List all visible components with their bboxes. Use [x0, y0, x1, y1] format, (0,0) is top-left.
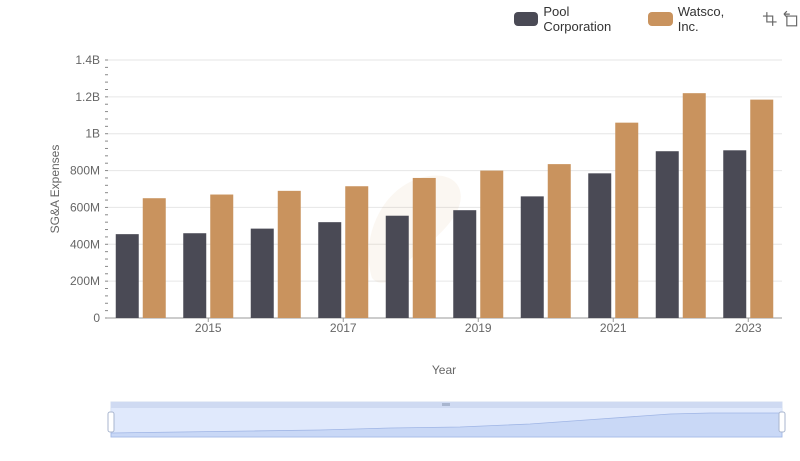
data-zoom-slider[interactable] — [107, 401, 786, 438]
bar-watsco-inc-2022 — [682, 93, 706, 319]
bar-pool-corporation-2018 — [385, 215, 409, 318]
data-zoom-grip[interactable] — [442, 403, 450, 406]
bar-pool-corporation-2016 — [250, 228, 274, 318]
bar-pool-corporation-2019 — [453, 210, 477, 318]
y-tick-label: 1.2B — [75, 90, 100, 104]
legend-item-pool-corporation[interactable]: Pool Corporation — [514, 4, 638, 34]
legend-swatch — [514, 12, 539, 26]
y-tick-label: 0 — [93, 311, 100, 325]
x-tick-label: 2021 — [600, 321, 627, 335]
x-tick-label: 2019 — [465, 321, 492, 335]
bar-watsco-inc-2018 — [412, 177, 436, 318]
legend-label: Watsco, Inc. — [677, 4, 725, 34]
bar-pool-corporation-2017 — [318, 222, 342, 318]
y-tick-label: 1B — [85, 127, 100, 141]
legend: Pool Corporation Watsco, Inc. — [514, 4, 800, 34]
bar-watsco-inc-2016 — [277, 190, 301, 318]
bar-pool-corporation-2020 — [520, 196, 544, 318]
bar-watsco-inc-2023 — [750, 99, 774, 318]
bar-pool-corporation-2021 — [588, 173, 612, 318]
bar-watsco-inc-2015 — [210, 194, 234, 318]
bars — [115, 93, 774, 319]
bar-pool-corporation-2023 — [723, 150, 747, 318]
y-axis-title: SG&A Expenses — [48, 145, 62, 234]
zoom-icon[interactable] — [761, 10, 779, 28]
y-axis: 0 200M 400M 600M 800M 1B 1.2B 1.4B — [70, 53, 108, 325]
y-tick-label: 800M — [70, 164, 100, 178]
x-tick-label: 2017 — [330, 321, 357, 335]
bar-watsco-inc-2019 — [480, 170, 504, 318]
bar-watsco-inc-2014 — [142, 198, 166, 318]
x-tick-label: 2023 — [735, 321, 762, 335]
bar-pool-corporation-2015 — [183, 233, 207, 318]
data-zoom-handle-left[interactable] — [107, 411, 115, 433]
restore-icon[interactable] — [782, 10, 800, 28]
y-tick-label: 1.4B — [75, 53, 100, 67]
bar-watsco-inc-2020 — [547, 164, 571, 318]
x-axis: 2015 2017 2019 2021 2023 — [107, 317, 782, 335]
x-axis-title: Year — [432, 363, 456, 377]
bar-watsco-inc-2021 — [615, 122, 639, 319]
x-tick-label: 2015 — [195, 321, 222, 335]
data-zoom-preview-area — [110, 412, 783, 438]
bar-pool-corporation-2014 — [115, 234, 139, 318]
legend-swatch — [648, 12, 673, 26]
legend-label: Pool Corporation — [543, 4, 612, 34]
bar-pool-corporation-2022 — [655, 151, 679, 318]
y-tick-label: 600M — [70, 200, 100, 214]
y-tick-label: 400M — [70, 237, 100, 251]
legend-item-watsco[interactable]: Watsco, Inc. — [648, 4, 747, 34]
data-zoom-handle-right[interactable] — [778, 411, 786, 433]
bar-watsco-inc-2017 — [345, 186, 369, 318]
y-tick-label: 200M — [70, 274, 100, 288]
